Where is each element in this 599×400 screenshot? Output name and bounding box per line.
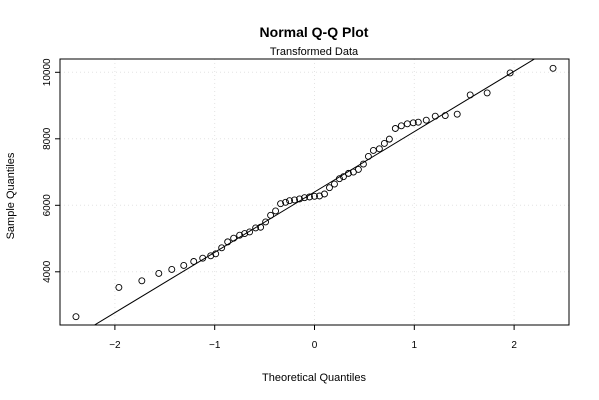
data-point-18 bbox=[262, 218, 270, 226]
data-point-33 bbox=[336, 175, 343, 183]
data-point-39 bbox=[364, 152, 372, 160]
data-point-48 bbox=[414, 118, 422, 126]
data-point-49 bbox=[422, 116, 430, 124]
data-point-52 bbox=[453, 110, 461, 118]
chart-title: Normal Q-Q Plot bbox=[260, 24, 369, 40]
data-point-26 bbox=[301, 194, 308, 202]
data-point-3 bbox=[155, 270, 163, 277]
data-point-21 bbox=[277, 200, 285, 208]
data-point-12 bbox=[230, 234, 238, 242]
data-point-45 bbox=[397, 122, 405, 130]
data-point-20 bbox=[272, 207, 280, 215]
data-point-28 bbox=[311, 192, 318, 200]
data-point-31 bbox=[326, 184, 333, 192]
data-point-14 bbox=[241, 230, 249, 238]
axes: −2 −1 0 1 2 4000 6000 8000 10000 bbox=[42, 58, 517, 351]
data-point-53 bbox=[466, 91, 474, 99]
data-point-6 bbox=[190, 258, 198, 265]
data-point-46 bbox=[403, 120, 411, 128]
data-point-16 bbox=[252, 224, 260, 232]
data-point-7 bbox=[199, 254, 207, 262]
data-point-44 bbox=[391, 125, 399, 132]
data-point-50 bbox=[431, 112, 439, 120]
data-point-9 bbox=[212, 250, 220, 258]
data-point-13 bbox=[236, 231, 244, 239]
x-axis-label: Theoretical Quantiles bbox=[262, 372, 366, 384]
data-point-37 bbox=[354, 165, 362, 173]
data-point-24 bbox=[291, 196, 298, 204]
plot-frame bbox=[59, 58, 570, 326]
data-point-35 bbox=[344, 169, 352, 177]
y-tick-label-1: 6000 bbox=[42, 194, 53, 217]
data-point-25 bbox=[296, 195, 303, 203]
data-point-5 bbox=[180, 262, 188, 269]
points-layer bbox=[72, 64, 557, 321]
data-point-40 bbox=[369, 146, 377, 154]
data-point-34 bbox=[339, 173, 347, 181]
data-point-23 bbox=[286, 197, 293, 205]
data-point-2 bbox=[138, 277, 146, 285]
data-point-54 bbox=[483, 89, 491, 97]
data-point-17 bbox=[257, 223, 265, 231]
y-tick-label-0: 4000 bbox=[42, 260, 53, 283]
data-point-1 bbox=[115, 283, 123, 291]
data-point-10 bbox=[218, 244, 226, 252]
y-axis-label: Sample Quantiles bbox=[5, 152, 17, 239]
data-point-38 bbox=[359, 160, 367, 168]
data-point-41 bbox=[375, 145, 383, 153]
data-point-47 bbox=[409, 119, 417, 127]
data-point-51 bbox=[441, 112, 449, 119]
y-tick-label-2: 8000 bbox=[42, 127, 53, 150]
reference-line-layer bbox=[93, 59, 536, 325]
data-point-55 bbox=[506, 69, 514, 77]
data-point-42 bbox=[380, 140, 388, 147]
data-point-32 bbox=[331, 180, 338, 188]
x-tick-label-2: 0 bbox=[312, 340, 318, 351]
data-point-43 bbox=[385, 135, 393, 143]
data-point-19 bbox=[267, 211, 275, 219]
x-tick-label-3: 1 bbox=[412, 340, 418, 351]
y-tick-label-3: 10000 bbox=[42, 58, 53, 86]
data-point-4 bbox=[168, 266, 176, 273]
data-point-15 bbox=[246, 228, 254, 236]
chart-subtitle: Transformed Data bbox=[270, 46, 359, 58]
data-point-0 bbox=[72, 313, 80, 321]
grid bbox=[60, 59, 569, 325]
data-point-11 bbox=[224, 238, 232, 246]
reference-line bbox=[93, 59, 536, 325]
data-point-56 bbox=[549, 64, 557, 72]
data-point-30 bbox=[321, 190, 328, 198]
x-tick-label-0: −2 bbox=[109, 340, 121, 351]
x-tick-label-1: −1 bbox=[209, 340, 221, 351]
data-point-22 bbox=[282, 198, 290, 206]
x-tick-label-4: 2 bbox=[511, 340, 517, 351]
data-point-27 bbox=[306, 193, 313, 201]
